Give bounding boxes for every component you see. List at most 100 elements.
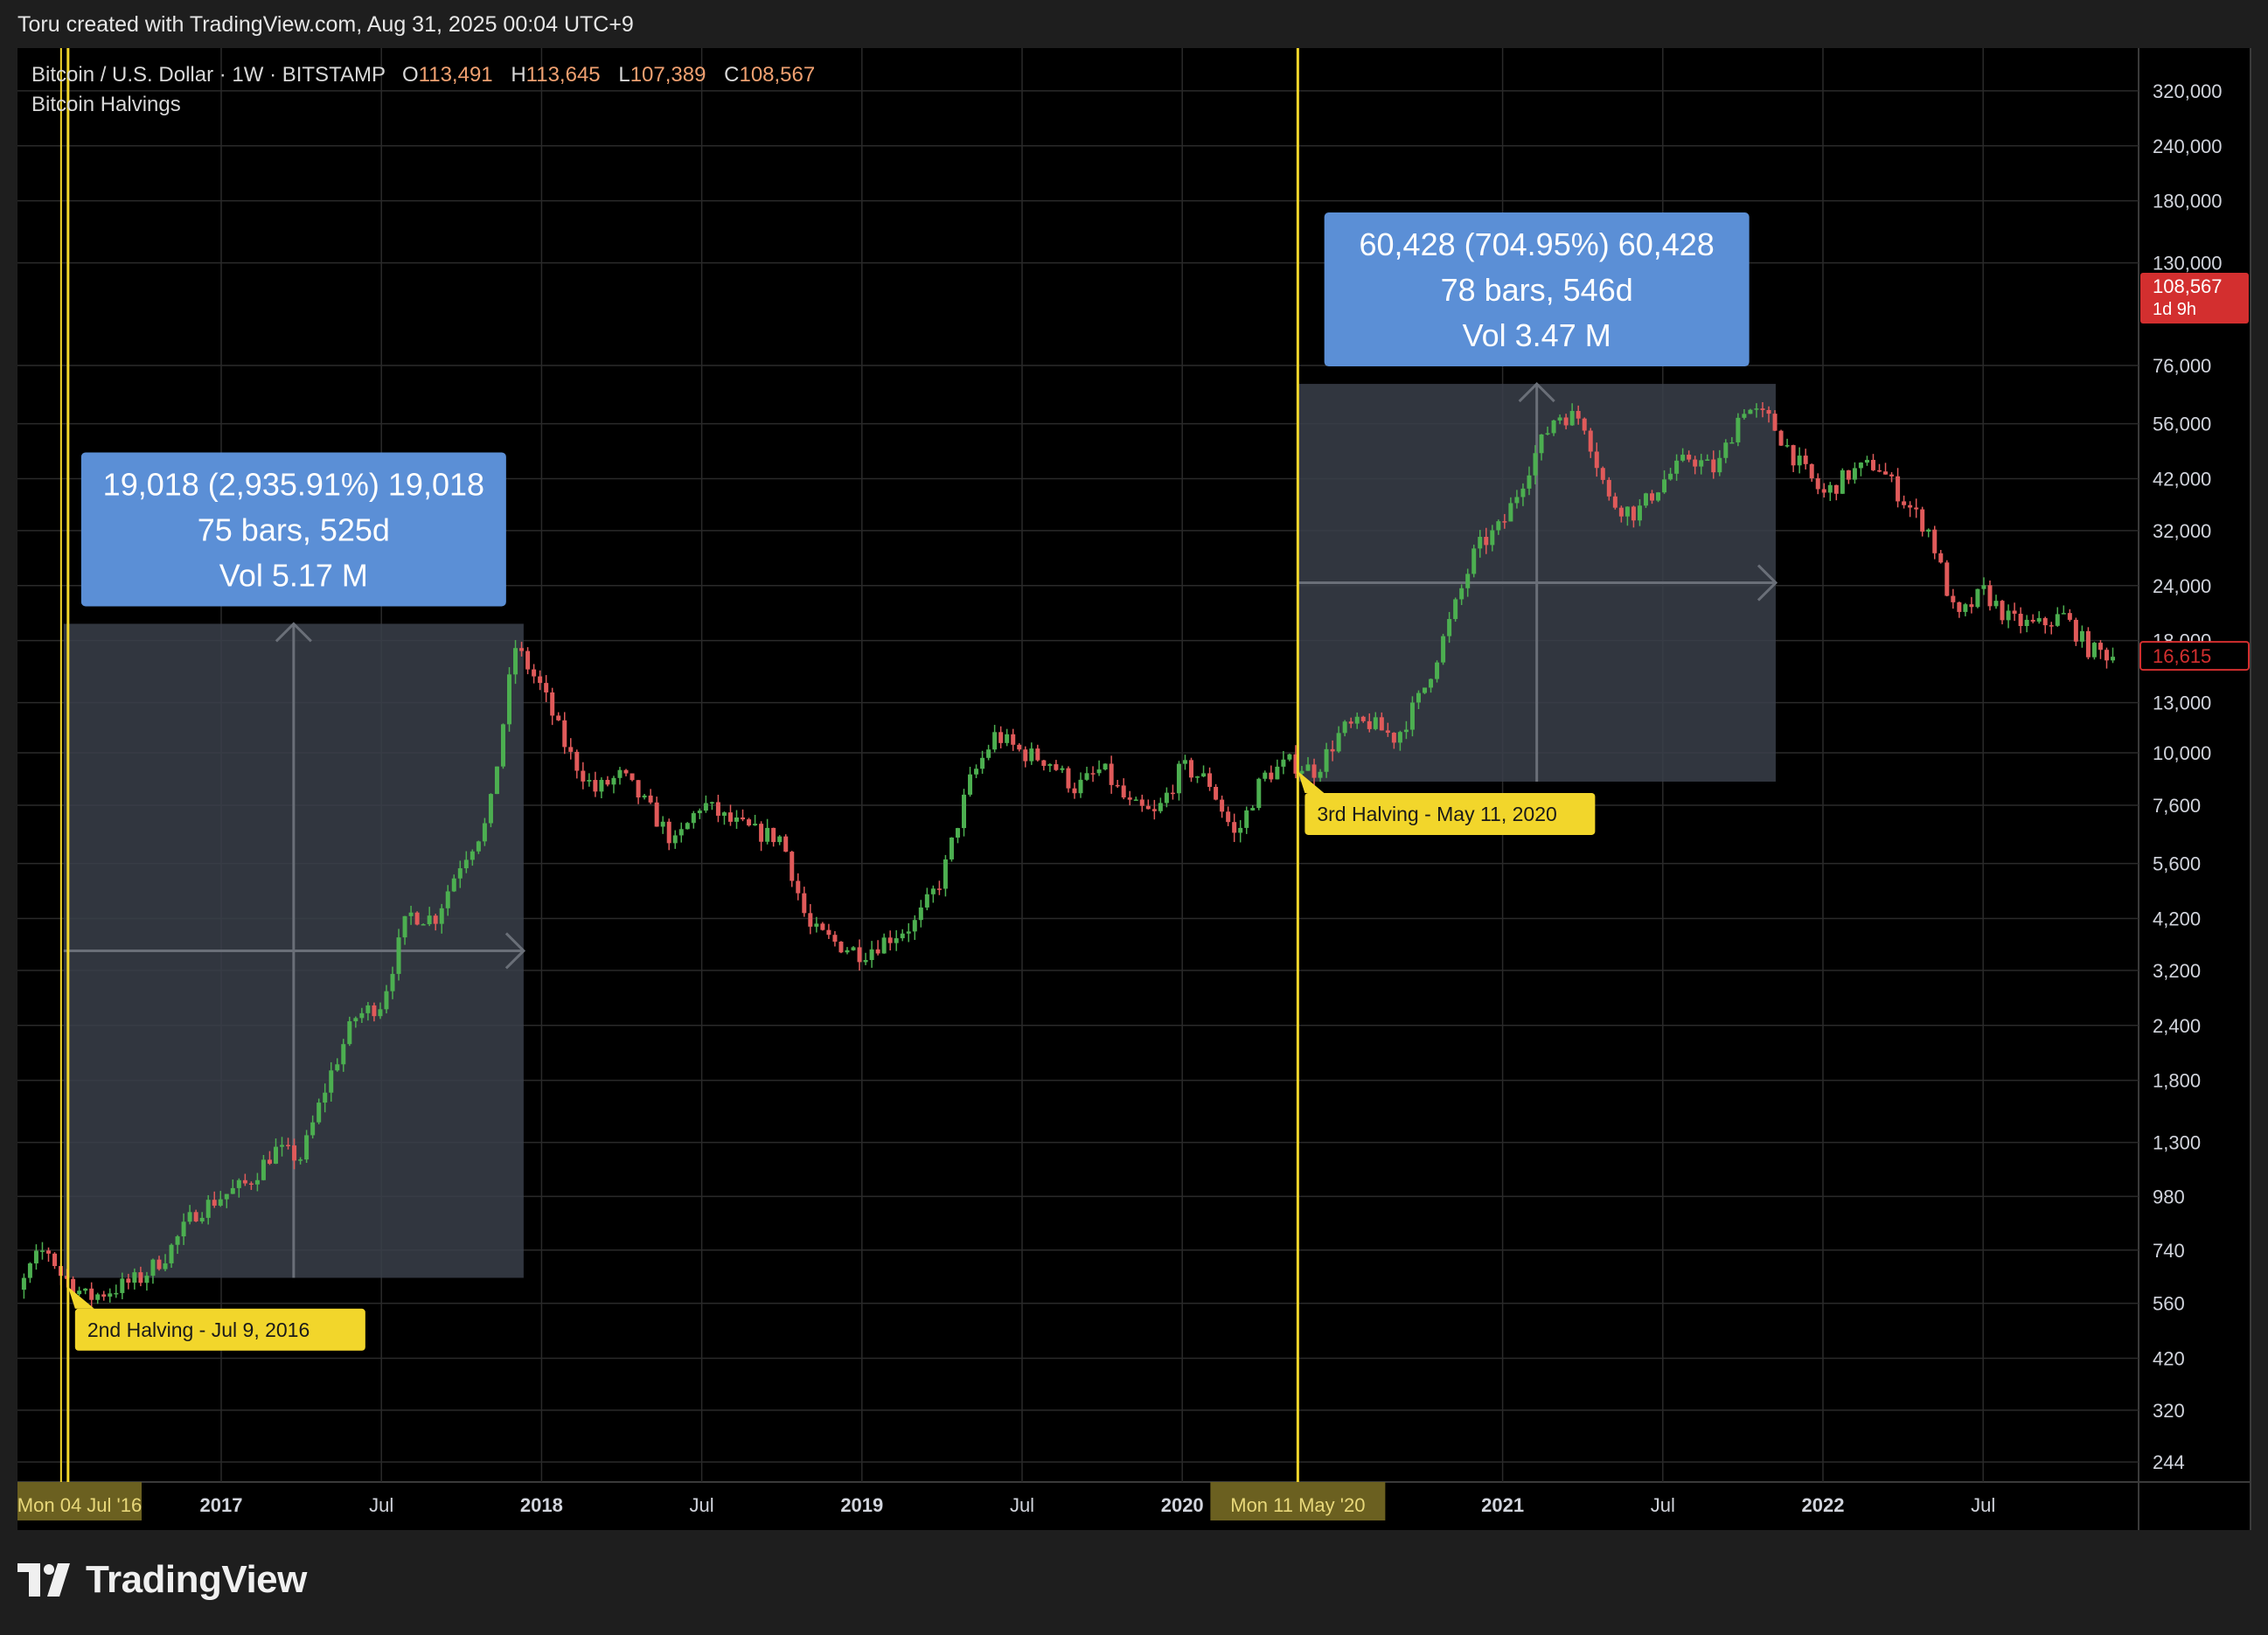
candle-body bbox=[654, 802, 659, 827]
candle-body bbox=[1533, 453, 1538, 476]
candle-body bbox=[500, 724, 505, 767]
candle-body bbox=[2036, 617, 2042, 622]
candle-body bbox=[445, 891, 450, 908]
candle-body bbox=[1600, 468, 1605, 480]
measurement-arrow-head bbox=[275, 622, 312, 643]
candle-body bbox=[1723, 442, 1729, 458]
candle-body bbox=[1963, 604, 1968, 612]
candle-body bbox=[1631, 506, 1636, 521]
candle-body bbox=[1139, 799, 1144, 806]
time-axis-background bbox=[17, 1482, 2251, 1530]
candle-body bbox=[304, 1135, 310, 1160]
low-value: 107,389 bbox=[630, 63, 706, 87]
candle-body bbox=[826, 929, 831, 936]
candle-body bbox=[1195, 776, 1200, 778]
candle-body bbox=[796, 880, 801, 894]
candle-body bbox=[1680, 455, 1686, 461]
candle-body bbox=[488, 794, 493, 824]
candle-body bbox=[1606, 479, 1611, 497]
candle-body bbox=[1993, 601, 1999, 607]
price-axis-label: 3,200 bbox=[2153, 960, 2201, 982]
candle-body bbox=[709, 802, 714, 804]
price-axis-label: 180,000 bbox=[2153, 191, 2223, 212]
price-tag-value: 16,615 bbox=[2153, 645, 2211, 667]
candle-body bbox=[1883, 471, 1889, 475]
candle-body bbox=[390, 973, 395, 991]
candle-body bbox=[1453, 599, 1458, 619]
candle-body bbox=[1508, 503, 1513, 522]
candle-body bbox=[1643, 493, 1648, 506]
candle-body bbox=[581, 770, 586, 782]
price-axis-label: 980 bbox=[2153, 1186, 2185, 1207]
candle-body bbox=[1336, 733, 1341, 752]
candle-body bbox=[1182, 760, 1187, 764]
candle-body bbox=[2042, 617, 2048, 626]
candle-body bbox=[869, 949, 874, 961]
candle-body bbox=[2024, 619, 2029, 627]
candle-body bbox=[427, 915, 432, 925]
tradingview-logo[interactable]: TradingView bbox=[17, 1558, 307, 1602]
candle-body bbox=[759, 824, 764, 842]
candle-body bbox=[27, 1263, 32, 1278]
candle-body bbox=[476, 841, 481, 852]
candle-body bbox=[623, 769, 629, 774]
time-axis-label: 2017 bbox=[200, 1494, 243, 1516]
measurement-box-text: Vol 3.47 M bbox=[1463, 317, 1611, 353]
candle-body bbox=[95, 1294, 101, 1300]
candle-body bbox=[906, 931, 911, 934]
candle-body bbox=[236, 1179, 241, 1188]
open-label: O bbox=[402, 63, 419, 87]
candle-body bbox=[1545, 433, 1550, 435]
candle-body bbox=[1870, 460, 1875, 470]
candle-body bbox=[494, 766, 499, 795]
candle-body bbox=[930, 888, 936, 894]
candle-body bbox=[1957, 602, 1962, 612]
candle-body bbox=[1668, 473, 1673, 480]
candle-body bbox=[1023, 749, 1028, 762]
candle-body bbox=[261, 1159, 266, 1180]
candle-body bbox=[538, 676, 543, 684]
candle-body bbox=[205, 1200, 211, 1218]
candle-body bbox=[992, 732, 998, 750]
candle-body bbox=[2111, 657, 2116, 661]
candle-body bbox=[187, 1212, 192, 1222]
candle-body bbox=[33, 1250, 38, 1263]
candle-body bbox=[2085, 630, 2091, 657]
candle-body bbox=[1612, 496, 1618, 508]
candle-body bbox=[1772, 414, 1778, 431]
candle-body bbox=[918, 907, 923, 921]
candle-body bbox=[1736, 417, 1741, 442]
candle-body bbox=[1624, 506, 1630, 517]
candle-body bbox=[814, 923, 819, 927]
candle-body bbox=[273, 1146, 278, 1164]
candle-body bbox=[254, 1179, 260, 1185]
candle-body bbox=[617, 769, 623, 778]
candle-body bbox=[881, 937, 887, 954]
candle-body bbox=[1017, 744, 1022, 750]
candle-body bbox=[747, 819, 752, 826]
halving-label-text: 2nd Halving - Jul 9, 2016 bbox=[87, 1318, 310, 1341]
candle-body bbox=[2049, 625, 2054, 627]
measurement-areas[interactable] bbox=[63, 381, 1778, 1278]
candle-body bbox=[1133, 799, 1138, 801]
measurement-box bbox=[80, 452, 506, 607]
candle-body bbox=[1084, 773, 1089, 780]
candle-body bbox=[1852, 468, 1857, 480]
candle-body bbox=[832, 935, 838, 943]
candle-body bbox=[1650, 493, 1655, 501]
candle-body bbox=[335, 1064, 340, 1071]
candle-body bbox=[790, 852, 795, 881]
time-axis-label: Jul bbox=[690, 1494, 714, 1516]
time-axis-label: Jul bbox=[1010, 1494, 1034, 1516]
candle-body bbox=[1275, 766, 1280, 780]
candle-body bbox=[1293, 754, 1298, 774]
candle-body bbox=[1705, 459, 1710, 462]
candle-body bbox=[513, 648, 518, 675]
candle-body bbox=[642, 795, 647, 798]
candle-body bbox=[1784, 445, 1790, 447]
candle-body bbox=[1127, 797, 1132, 800]
candle-body bbox=[224, 1193, 229, 1200]
candle-body bbox=[1687, 455, 1692, 460]
candle-body bbox=[2055, 614, 2060, 626]
